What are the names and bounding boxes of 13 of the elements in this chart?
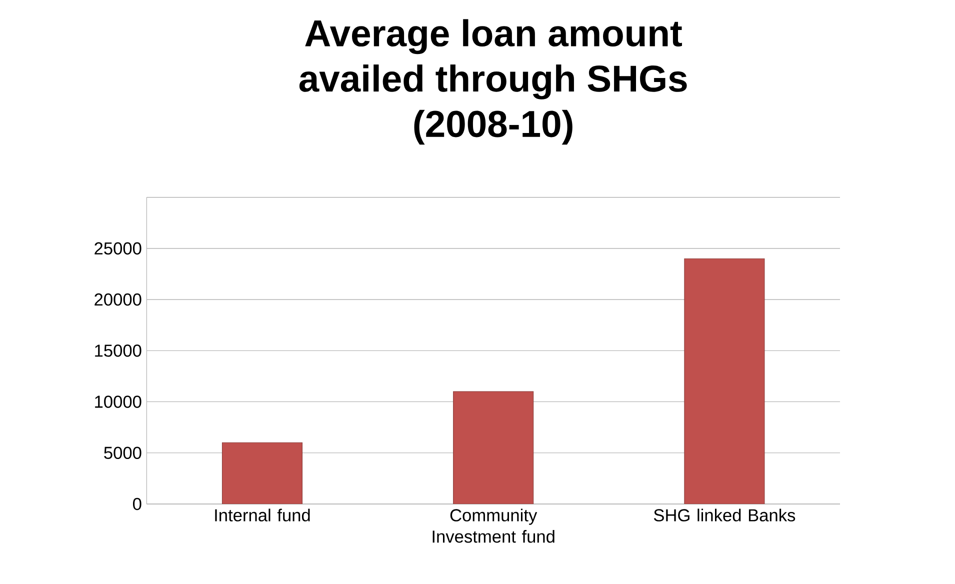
- x-tick-label: SHG linked Banks: [654, 508, 796, 522]
- bar: [453, 391, 534, 504]
- y-tick-label: 25000: [94, 242, 142, 255]
- y-tick-label: 0: [132, 498, 142, 510]
- y-tick-label: 5000: [104, 446, 142, 460]
- bar: [222, 442, 302, 504]
- y-tick-label: 10000: [95, 396, 142, 408]
- y-tick-label: 20000: [94, 293, 142, 306]
- y-tick-label: 15000: [95, 344, 142, 357]
- chart-title: Average loan amount availed through SHGs (2008-10): [299, 19, 687, 145]
- bar: [684, 258, 765, 504]
- x-tick-label: Internal fund: [215, 508, 310, 522]
- x-tick-label: Community Investment fund: [432, 508, 554, 543]
